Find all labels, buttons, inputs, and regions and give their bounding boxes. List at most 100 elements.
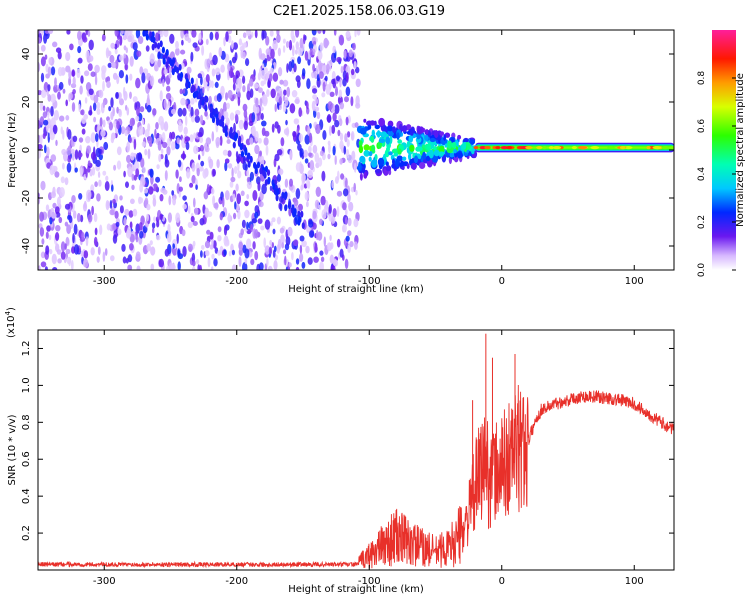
spectrogram-cell [56, 249, 62, 255]
spectrogram-cell [159, 194, 164, 202]
spectrogram-cell [444, 143, 448, 148]
spectrogram-cell [346, 72, 349, 83]
spectrogram-cell [209, 244, 214, 250]
spectrogram-cell [254, 205, 260, 214]
spectrogram-cell [188, 103, 191, 112]
spectrogram-cell [88, 110, 93, 116]
spectrogram-cell [282, 38, 286, 44]
spectrogram-cell [396, 132, 400, 141]
spectrogram-trace-cell [246, 152, 251, 160]
spectrogram-trace-cell [161, 46, 165, 54]
spectrogram-cell [214, 31, 219, 41]
spectrogram-cell [38, 265, 41, 270]
spectrogram-cell [276, 174, 282, 182]
spectrogram-cell [60, 176, 65, 184]
spectrogram-cell [242, 32, 247, 39]
spectrogram-cell [72, 135, 78, 142]
spectrogram-trace-cell [211, 116, 216, 124]
spectrogram-cell [177, 248, 181, 257]
spectrogram-cell [53, 110, 60, 121]
spectrogram-cell [73, 210, 77, 219]
spectrogram-cell [124, 129, 128, 137]
spectrogram-cell [235, 70, 240, 79]
spectrogram-trace-cell [205, 96, 209, 103]
spectrogram-trace-cell [209, 106, 213, 114]
spectrogram-cell [223, 111, 229, 119]
spectrogram-cell [66, 162, 72, 173]
spectrogram-cell [225, 92, 228, 101]
y-tick-label: -20 [21, 190, 32, 206]
spectrogram-cell [331, 124, 336, 134]
spectrogram-cell [260, 155, 265, 167]
spectrogram-carrier-peak [484, 146, 491, 150]
spectrogram-cell [123, 86, 126, 97]
spectrogram-cell [219, 135, 223, 146]
spectrogram-cell [363, 172, 368, 179]
spectrogram-cell [345, 208, 348, 216]
spectrogram-cell [291, 59, 295, 69]
spectrogram-cell [97, 246, 101, 255]
spectrogram-cell [274, 153, 280, 162]
svg-text:(x104): (x104) [4, 307, 17, 338]
spectrogram-cell [242, 75, 246, 85]
spectrogram-cell [213, 202, 219, 209]
spectrogram-cell [47, 66, 52, 77]
spectrogram-cell [319, 261, 324, 270]
spectrogram-cell [272, 228, 276, 235]
spectrogram-cell [96, 102, 101, 110]
spectrogram-cell [219, 212, 223, 221]
spectrogram-cell [304, 191, 309, 201]
spectrogram-cell [328, 143, 331, 154]
spectrogram-cell [49, 131, 55, 141]
spectrogram-cell [279, 90, 283, 98]
spectrogram-cell [124, 64, 128, 71]
spectrogram-cell [242, 85, 246, 93]
spectrogram-cell [54, 171, 60, 178]
spectrogram-cell [120, 126, 126, 135]
spectrogram-cell [232, 82, 236, 91]
spectrogram-cell [139, 106, 145, 113]
spectrogram-cell [289, 150, 292, 159]
spectrogram-cell [51, 212, 57, 219]
spectrogram-cell [172, 243, 175, 249]
spectrogram-cell [264, 219, 271, 230]
spectrogram-cell [146, 72, 152, 81]
spectrogram-cell [252, 190, 258, 201]
spectrogram-cell [52, 124, 58, 135]
spectrogram-trace-cell [165, 49, 169, 56]
spectrogram-cell [270, 48, 275, 60]
spectrogram-cell [314, 199, 320, 209]
spectrogram-cell [169, 66, 172, 74]
spectrogram-cell [85, 136, 91, 144]
spectrogram-cell [93, 116, 97, 123]
spectrogram-cell [172, 197, 177, 206]
spectrogram-cell [354, 30, 357, 38]
spectrogram-cell [281, 242, 285, 249]
spectrogram-cell [380, 131, 387, 138]
spectrogram-cell [82, 258, 89, 268]
x-tick-label: -100 [358, 576, 381, 587]
spectrogram-cell [315, 229, 319, 241]
spectrogram-cell [266, 258, 269, 267]
spectrogram-cell [42, 105, 46, 112]
spectrogram-cell [80, 251, 84, 257]
spectrogram-cell [87, 160, 91, 167]
spectrogram-cell [101, 65, 107, 74]
spectrogram-cell [186, 168, 191, 179]
spectrogram-cell [301, 240, 307, 248]
spectrogram-cell [94, 227, 98, 236]
spectrogram-cell [258, 262, 264, 270]
spectrogram-cell [49, 248, 53, 255]
spectrogram-cell [353, 162, 357, 173]
spectrogram-cell [152, 197, 157, 207]
spectrogram-cell [289, 178, 293, 187]
spectrogram-cell [202, 169, 208, 179]
spectrogram-cell [199, 136, 204, 144]
spectrogram-cell [110, 111, 114, 121]
spectrogram-cell [265, 36, 270, 46]
spectrogram-cell [185, 141, 190, 151]
spectrogram-cell [308, 132, 313, 143]
spectrogram-cell [104, 181, 110, 191]
spectrogram-cell [277, 238, 282, 250]
spectrogram-cell [313, 256, 319, 263]
